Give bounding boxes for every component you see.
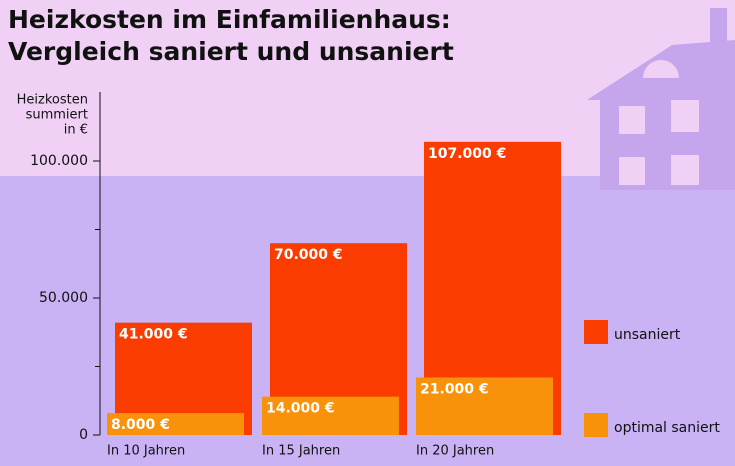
value-label: 8.000 € [111,417,170,433]
value-label: 70.000 € [274,247,343,263]
legend-label: optimal saniert [614,420,720,436]
y-axis-title: Heizkosten [17,93,88,108]
y-tick-label: 100.000 [30,153,88,169]
legend-swatch [584,320,608,344]
x-tick-label: In 15 Jahren [262,444,340,459]
x-tick-label: In 10 Jahren [107,444,185,459]
y-axis-title: in € [64,123,88,138]
bar [262,396,399,435]
chart-title: Heizkosten im Einfamilienhaus: Vergleich… [8,5,454,66]
value-label: 21.000 € [420,381,489,397]
value-label: 41.000 € [119,327,188,343]
bar [416,377,553,435]
y-axis-title: summiert [26,108,88,123]
y-tick-label: 0 [79,427,88,443]
value-label: 107.000 € [428,146,506,162]
legend-label: unsaniert [614,327,681,343]
house [587,8,735,190]
y-tick-label: 50.000 [39,290,88,306]
bar [107,413,244,435]
value-label: 14.000 € [266,401,335,417]
legend-swatch [584,413,608,437]
x-tick-label: In 20 Jahren [416,444,494,459]
